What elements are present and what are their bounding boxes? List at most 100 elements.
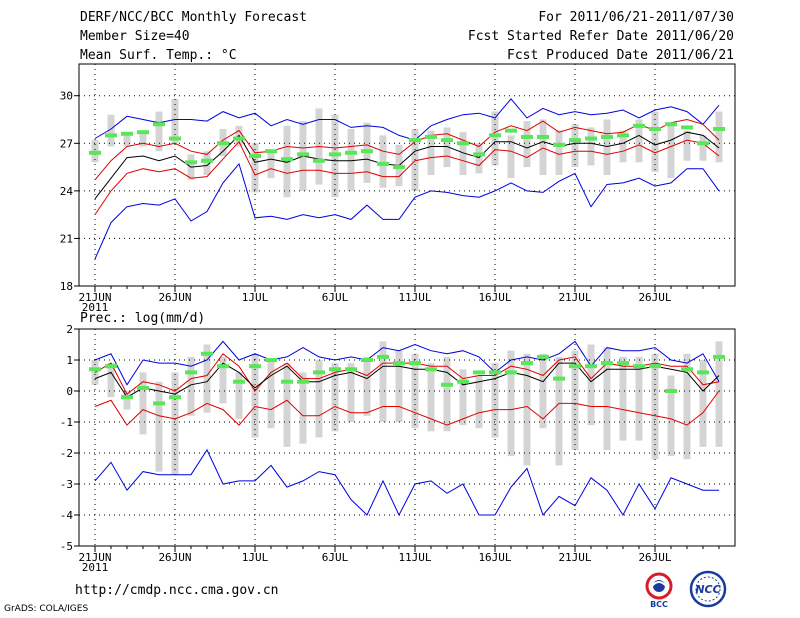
range-bar bbox=[555, 356, 563, 466]
y-tick-label: 24 bbox=[60, 185, 74, 198]
series-line-max bbox=[94, 98, 720, 141]
range-bar bbox=[571, 124, 579, 168]
member-marker bbox=[313, 370, 325, 375]
range-bar bbox=[523, 121, 531, 168]
member-marker bbox=[185, 160, 197, 165]
member-marker bbox=[361, 149, 373, 154]
x-tick-label: 26JUN bbox=[158, 291, 191, 304]
member-marker bbox=[649, 364, 661, 369]
range-bar bbox=[667, 375, 675, 457]
range-bar bbox=[651, 111, 659, 172]
range-bar bbox=[683, 353, 691, 460]
x-tick-label: 1JUL bbox=[242, 291, 269, 304]
range-bar bbox=[459, 132, 467, 175]
member-marker bbox=[297, 152, 309, 157]
range-bar bbox=[635, 356, 643, 441]
y-tick-label: 21 bbox=[60, 232, 73, 245]
range-bar bbox=[379, 341, 387, 422]
range-bar bbox=[155, 381, 163, 472]
range-bar bbox=[203, 344, 211, 413]
plot-frame bbox=[78, 328, 736, 547]
member-marker bbox=[697, 141, 709, 146]
y-tick-label: -3 bbox=[60, 478, 73, 491]
member-marker bbox=[201, 351, 213, 356]
range-bar bbox=[491, 363, 499, 438]
y-tick-label: 2 bbox=[66, 323, 73, 336]
member-marker bbox=[169, 136, 181, 141]
member-marker bbox=[697, 370, 709, 375]
range-bar bbox=[475, 143, 483, 174]
x-tick-label: 21JUL bbox=[558, 291, 591, 304]
member-marker bbox=[425, 134, 437, 139]
range-bar bbox=[587, 127, 595, 166]
range-bar bbox=[555, 130, 563, 175]
range-bar bbox=[619, 130, 627, 163]
range-bar bbox=[283, 125, 291, 198]
range-bar bbox=[427, 130, 435, 175]
y-tick-label: -2 bbox=[60, 447, 73, 460]
range-bar bbox=[251, 143, 259, 193]
x-tick-label: 11JUL bbox=[398, 551, 431, 564]
member-marker bbox=[569, 364, 581, 369]
y-tick-label: 27 bbox=[60, 137, 73, 150]
member-marker bbox=[185, 370, 197, 375]
range-bar bbox=[347, 129, 355, 191]
member-marker bbox=[233, 136, 245, 141]
member-marker bbox=[265, 149, 277, 154]
member-marker bbox=[361, 358, 373, 362]
source-url[interactable]: http://cmdp.ncc.cma.gov.cn bbox=[75, 583, 279, 598]
member-marker bbox=[633, 123, 645, 128]
range-bar bbox=[411, 353, 419, 429]
range-bar bbox=[219, 356, 227, 404]
member-marker bbox=[249, 364, 261, 369]
range-bar bbox=[155, 111, 163, 152]
range-bar bbox=[715, 111, 723, 163]
grads-credit: GrADS: COLA/IGES bbox=[4, 604, 89, 614]
range-bar bbox=[507, 350, 515, 457]
member-marker bbox=[601, 361, 613, 366]
year-label: 2011 bbox=[82, 301, 109, 314]
range-bar bbox=[619, 356, 627, 441]
member-marker bbox=[377, 354, 389, 359]
range-bar bbox=[139, 130, 147, 147]
member-marker bbox=[601, 134, 613, 139]
range-bar bbox=[267, 151, 275, 179]
member-marker bbox=[585, 364, 597, 369]
y-tick-label: -5 bbox=[60, 540, 73, 553]
range-bar bbox=[587, 344, 595, 426]
x-tick-label: 26JUL bbox=[638, 291, 671, 304]
y-tick-label: 30 bbox=[60, 90, 73, 103]
member-marker bbox=[105, 133, 117, 138]
member-marker bbox=[105, 364, 117, 369]
range-bar bbox=[459, 369, 467, 426]
range-bar bbox=[507, 135, 515, 179]
member-marker bbox=[121, 131, 133, 136]
y-tick-label: -4 bbox=[60, 509, 74, 522]
member-marker bbox=[377, 161, 389, 166]
x-tick-label: 21JUN bbox=[78, 291, 111, 304]
member-marker bbox=[297, 379, 309, 384]
member-marker bbox=[585, 136, 597, 141]
range-bar bbox=[283, 363, 291, 447]
year-label: 2011 bbox=[82, 561, 109, 574]
y-tick-label: 0 bbox=[66, 385, 73, 398]
member-marker bbox=[505, 128, 517, 133]
ncc-logo-text: NCC bbox=[695, 583, 720, 596]
precipitation-variable-label: Prec.: log(mm/d) bbox=[80, 311, 205, 326]
x-tick-label: 16JUL bbox=[478, 291, 511, 304]
range-bar bbox=[683, 130, 691, 161]
member-marker bbox=[681, 125, 693, 130]
member-marker bbox=[409, 138, 421, 143]
member-marker bbox=[345, 367, 357, 372]
range-bar bbox=[379, 135, 387, 188]
member-marker bbox=[569, 138, 581, 143]
range-bar bbox=[523, 353, 531, 466]
range-bar bbox=[443, 356, 451, 432]
member-marker bbox=[649, 127, 661, 132]
member-marker bbox=[473, 152, 485, 157]
member-marker bbox=[665, 389, 677, 393]
member-marker bbox=[329, 152, 341, 157]
range-bar bbox=[171, 372, 179, 475]
member-marker bbox=[249, 153, 261, 158]
member-marker bbox=[153, 401, 165, 406]
